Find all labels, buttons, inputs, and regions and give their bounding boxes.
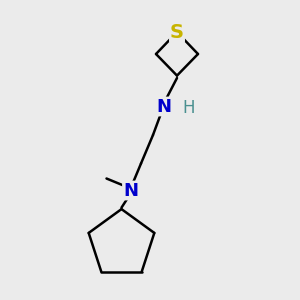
Text: H: H — [183, 99, 195, 117]
Text: N: N — [156, 98, 171, 116]
Text: S: S — [170, 22, 184, 42]
Text: N: N — [123, 182, 138, 200]
